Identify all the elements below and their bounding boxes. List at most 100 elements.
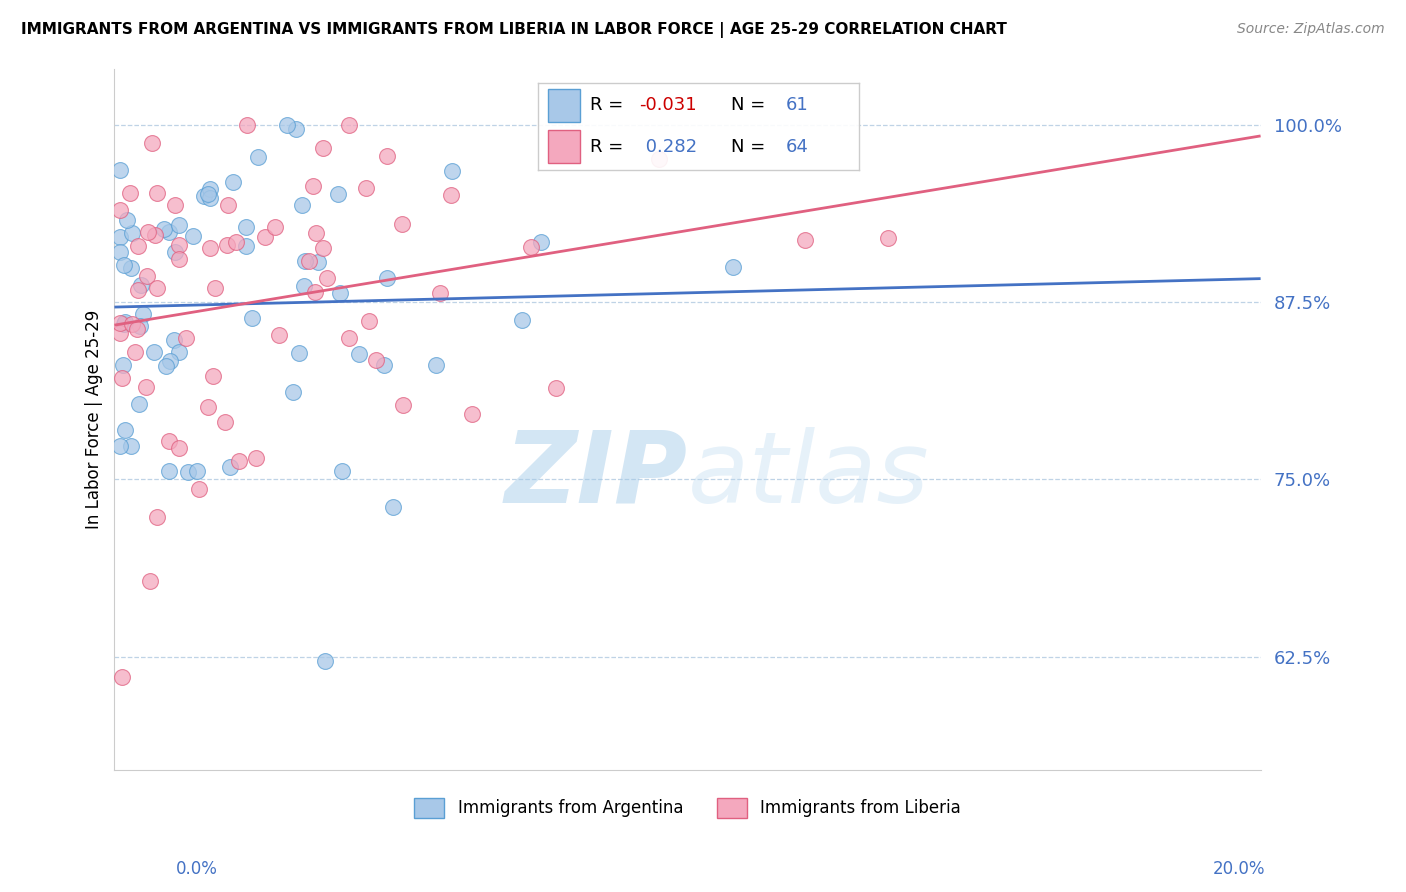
Point	[218, 460, 240, 475]
Point	[304, 285, 326, 299]
Point	[236, 118, 259, 132]
Point	[267, 327, 290, 342]
Point	[391, 217, 413, 231]
Text: 20.0%: 20.0%	[1213, 860, 1265, 878]
Point	[197, 187, 219, 202]
Point	[121, 226, 143, 240]
Point	[520, 239, 543, 253]
Point	[142, 344, 165, 359]
Point	[337, 331, 360, 345]
Point	[288, 345, 311, 359]
Point	[217, 198, 239, 212]
Point	[121, 317, 143, 331]
Point	[375, 149, 398, 163]
Point	[240, 311, 263, 326]
Point	[214, 415, 236, 429]
Point	[167, 252, 190, 267]
Point	[198, 182, 221, 196]
Point	[429, 286, 451, 301]
Point	[165, 198, 187, 212]
Point	[382, 500, 405, 515]
Point	[246, 150, 269, 164]
Point	[193, 189, 215, 203]
Point	[108, 326, 131, 341]
Point	[163, 245, 186, 260]
Point	[312, 141, 335, 155]
Point	[339, 118, 361, 132]
Text: ZIP: ZIP	[505, 427, 688, 524]
Point	[187, 482, 209, 496]
Point	[162, 334, 184, 348]
Point	[264, 219, 287, 234]
Point	[441, 164, 464, 178]
Point	[115, 212, 138, 227]
Point	[128, 397, 150, 411]
Point	[648, 152, 671, 166]
Point	[425, 358, 447, 372]
Point	[157, 225, 180, 239]
Point	[461, 407, 484, 421]
Point	[510, 313, 533, 327]
Point	[202, 368, 225, 383]
Point	[291, 198, 314, 212]
Point	[146, 509, 169, 524]
Point	[177, 466, 200, 480]
Point	[315, 270, 337, 285]
Point	[200, 241, 222, 255]
Point	[198, 191, 221, 205]
Point	[108, 230, 131, 244]
Point	[141, 136, 163, 150]
Point	[120, 439, 142, 453]
Point	[307, 254, 329, 268]
Point	[204, 281, 226, 295]
Point	[794, 233, 817, 247]
Legend: Immigrants from Argentina, Immigrants from Liberia: Immigrants from Argentina, Immigrants fr…	[408, 791, 967, 825]
Point	[157, 464, 180, 478]
Point	[108, 244, 131, 259]
Point	[135, 380, 157, 394]
Point	[155, 359, 177, 374]
Point	[347, 347, 370, 361]
Point	[169, 345, 191, 359]
Point	[146, 281, 169, 295]
Point	[139, 574, 162, 588]
Y-axis label: In Labor Force | Age 25-29: In Labor Force | Age 25-29	[86, 310, 103, 529]
Point	[143, 228, 166, 243]
Point	[221, 175, 243, 189]
Point	[276, 118, 298, 132]
Point	[186, 464, 208, 478]
Point	[181, 229, 204, 244]
Point	[281, 384, 304, 399]
Point	[108, 316, 131, 330]
Point	[167, 441, 190, 455]
Point	[152, 222, 174, 236]
Text: Source: ZipAtlas.com: Source: ZipAtlas.com	[1237, 22, 1385, 37]
Text: IMMIGRANTS FROM ARGENTINA VS IMMIGRANTS FROM LIBERIA IN LABOR FORCE | AGE 25-29 : IMMIGRANTS FROM ARGENTINA VS IMMIGRANTS …	[21, 22, 1007, 38]
Point	[114, 423, 136, 437]
Point	[120, 260, 142, 275]
Point	[118, 186, 141, 200]
Point	[112, 317, 135, 331]
Point	[284, 121, 307, 136]
Point	[127, 283, 149, 297]
Point	[721, 260, 744, 274]
Point	[298, 253, 321, 268]
Point	[167, 218, 190, 232]
Point	[157, 434, 180, 448]
Point	[132, 307, 155, 321]
Point	[530, 235, 553, 249]
Point	[305, 226, 328, 240]
Point	[135, 268, 157, 283]
Point	[112, 258, 135, 272]
Point	[127, 238, 149, 252]
Point	[159, 353, 181, 368]
Point	[332, 464, 354, 478]
Point	[108, 439, 131, 453]
Point	[326, 186, 349, 201]
Point	[292, 278, 315, 293]
Point	[111, 359, 134, 373]
Point	[129, 277, 152, 292]
Point	[136, 225, 159, 239]
Point	[127, 322, 149, 336]
Point	[167, 238, 190, 252]
